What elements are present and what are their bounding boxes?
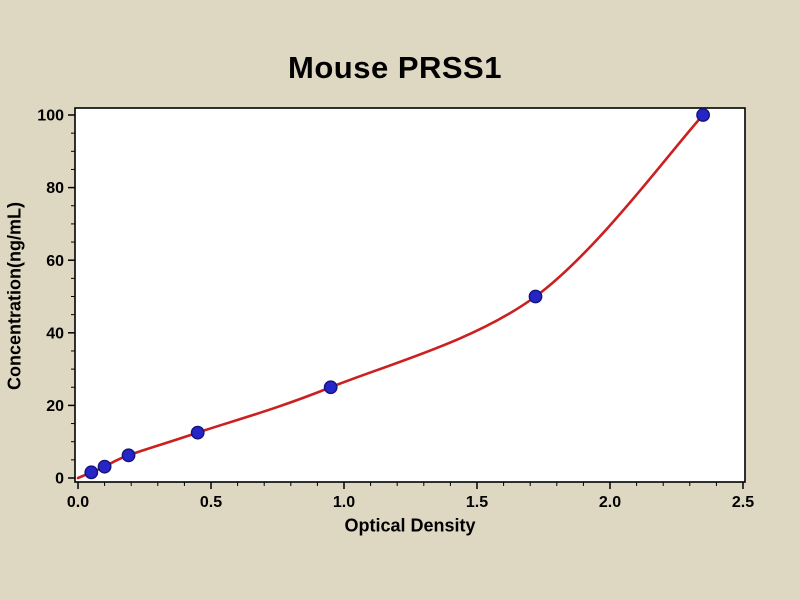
data-point [84,465,99,480]
x-tick-label: 1.0 [333,494,355,511]
data-point [528,289,543,304]
y-tick-label: 60 [46,253,64,270]
x-tick-label: 0.5 [200,494,222,511]
chart-title: Mouse PRSS1 [288,50,502,85]
data-point [696,108,710,122]
data-point [97,459,112,474]
x-tick-label: 2.5 [732,494,754,511]
x-tick-label: 1.5 [466,494,488,511]
data-point [323,380,338,395]
data-point [121,448,136,463]
x-tick-label: 0.0 [67,494,89,511]
plot-frame [74,107,746,483]
y-tick-label: 0 [55,471,64,488]
y-tick-label: 20 [46,398,64,415]
y-tick-label: 100 [37,108,64,125]
data-point [190,425,205,440]
y-tick-label: 40 [46,325,64,342]
y-tick-label: 80 [46,180,64,197]
x-tick-label: 2.0 [599,494,621,511]
x-axis-label: Optical Density [344,515,476,536]
